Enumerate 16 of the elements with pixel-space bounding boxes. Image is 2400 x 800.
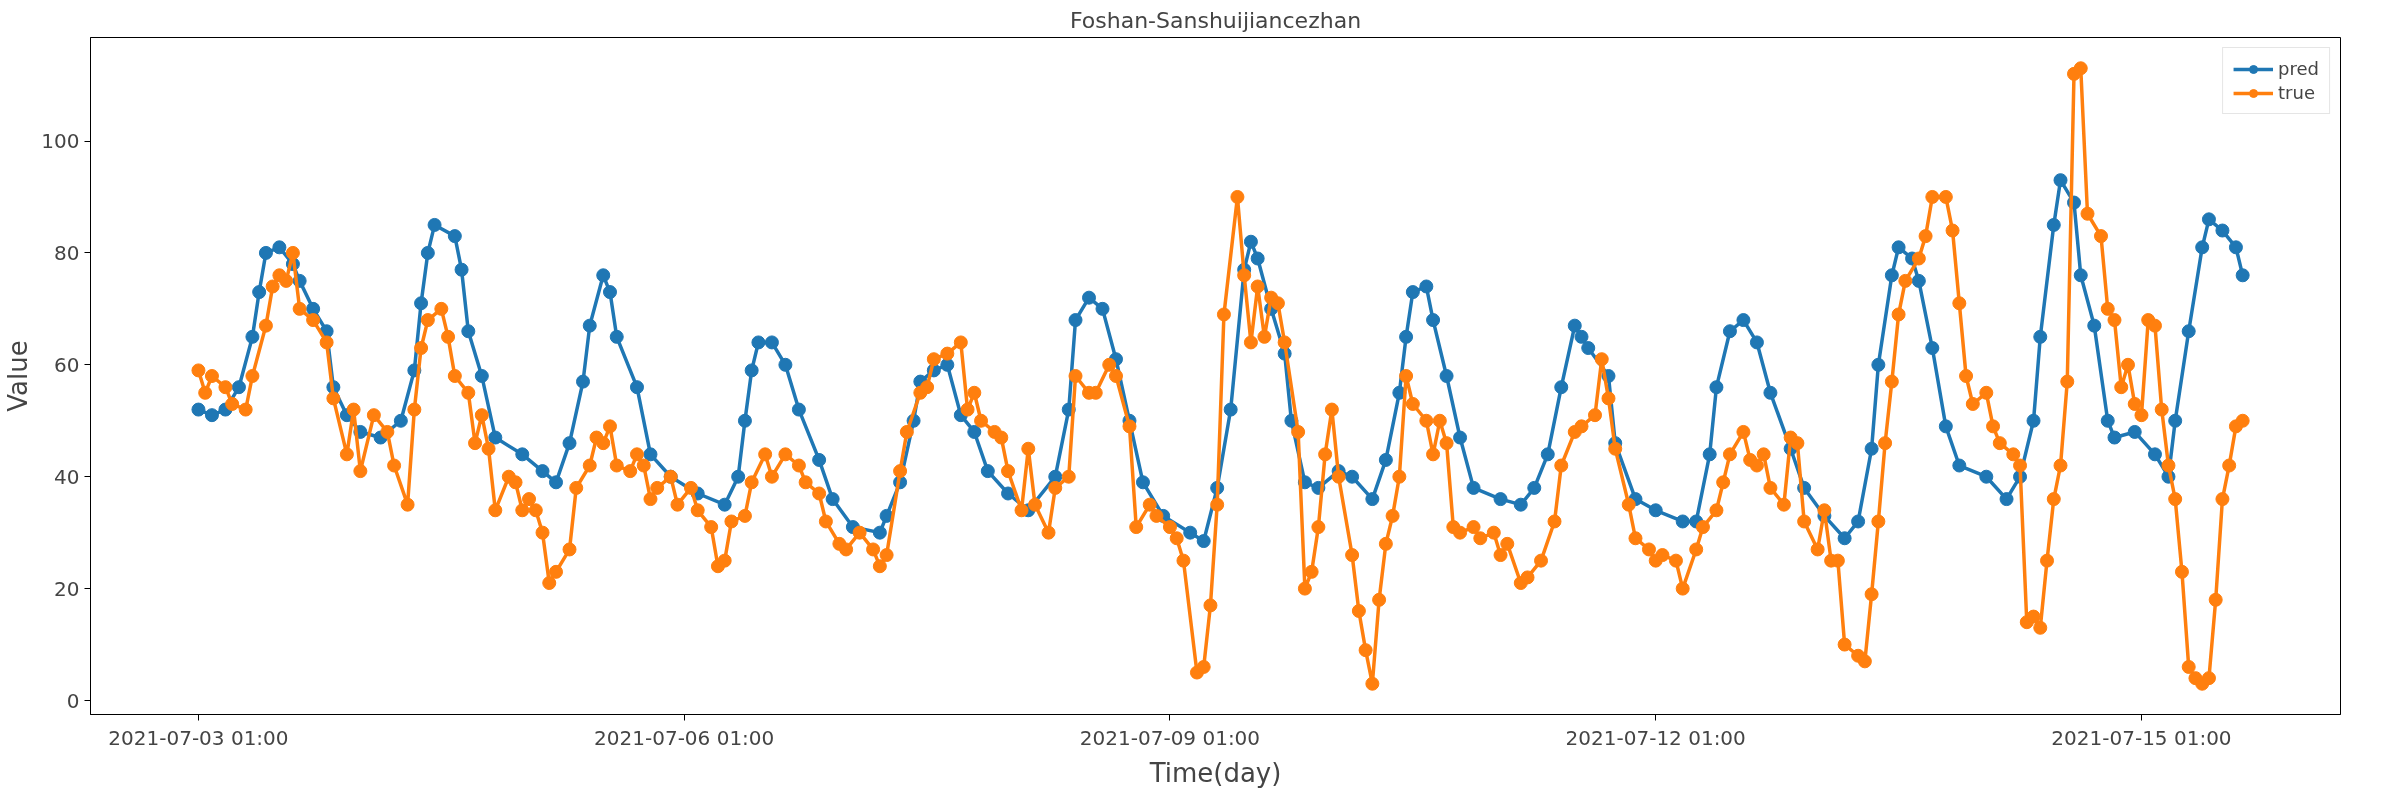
x-tick-label: 2021-07-03 01:00: [108, 725, 289, 750]
x-tick-label: 2021-07-15 01:00: [2051, 725, 2232, 750]
y-tick-label: 100: [41, 129, 80, 154]
x-tick-label: 2021-07-12 01:00: [1565, 725, 1746, 750]
y-tick-label: 0: [66, 688, 80, 713]
legend-label: pred: [2278, 58, 2319, 79]
y-tick-label: 80: [54, 240, 80, 265]
y-tick-label: 20: [54, 576, 80, 601]
y-tick-label: 40: [54, 464, 80, 489]
chart-title: Foshan-Sanshuijiancezhan: [1069, 7, 1362, 33]
legend-label: true: [2278, 82, 2316, 103]
x-tick-label: 2021-07-09 01:00: [1079, 725, 1261, 750]
x-axis-title: Time(day): [1148, 757, 1282, 788]
y-axis-title: Value: [3, 340, 34, 412]
y-tick-label: 60: [54, 352, 80, 377]
x-tick-label: 2021-07-06 01:00: [594, 725, 775, 750]
